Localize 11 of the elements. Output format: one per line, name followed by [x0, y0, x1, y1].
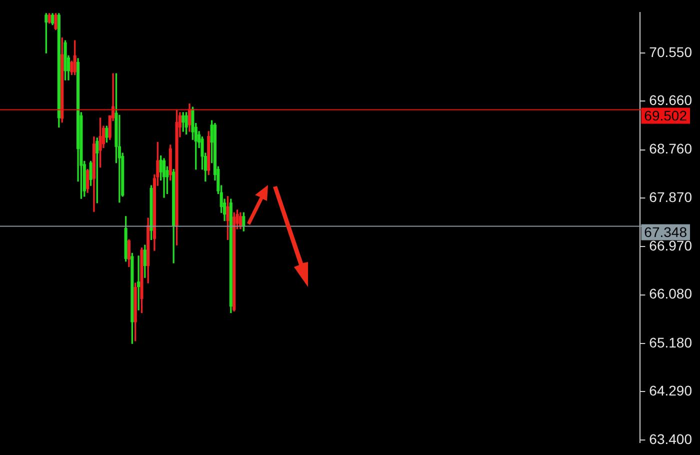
y-tick-label: 69.660 [649, 92, 692, 108]
y-tick-label: 66.080 [649, 286, 692, 302]
y-tick-label: 65.180 [649, 334, 692, 350]
y-tick-label: 68.760 [649, 140, 692, 157]
y-tick-label: 66.970 [649, 238, 692, 254]
ref-line-label: 67.348 [644, 224, 688, 240]
y-tick-label: 63.400 [649, 430, 692, 447]
y-tick-label: 67.870 [649, 188, 692, 205]
y-tick-label: 64.290 [649, 382, 692, 399]
y-tick-label: 70.550 [649, 44, 692, 60]
ref-line-label: 69.502 [644, 108, 688, 124]
